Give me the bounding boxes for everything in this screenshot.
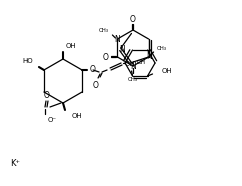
Text: N: N — [147, 52, 152, 60]
Text: N: N — [119, 44, 125, 54]
Text: OH: OH — [124, 61, 135, 67]
Text: CH₃: CH₃ — [98, 28, 108, 33]
Text: OH: OH — [66, 43, 77, 49]
Text: O: O — [130, 15, 136, 23]
Text: CH₃: CH₃ — [157, 46, 167, 51]
Text: O: O — [102, 52, 108, 62]
Text: OH: OH — [72, 113, 83, 119]
Text: N: N — [130, 62, 136, 70]
Text: O: O — [93, 81, 99, 89]
Text: N: N — [114, 34, 120, 44]
Text: O⁻: O⁻ — [48, 117, 57, 123]
Text: K⁺: K⁺ — [10, 160, 20, 169]
Text: HO: HO — [23, 58, 33, 64]
Text: OH: OH — [162, 68, 172, 74]
Text: O: O — [90, 65, 96, 73]
Text: CH₃: CH₃ — [128, 76, 138, 81]
Text: CH: CH — [136, 60, 146, 65]
Text: O: O — [44, 91, 50, 100]
